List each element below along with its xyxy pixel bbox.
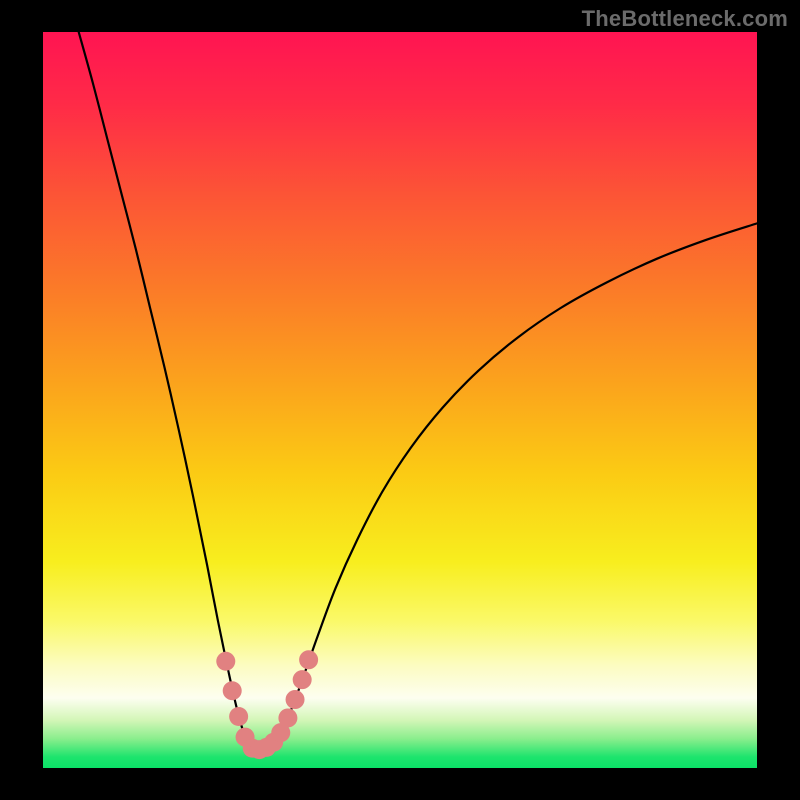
chart-stage: TheBottleneck.com — [0, 0, 800, 800]
optimal-zone-marker — [293, 670, 312, 689]
plot-background-gradient — [43, 32, 757, 768]
bottleneck-chart-svg — [0, 0, 800, 800]
optimal-zone-marker — [223, 681, 242, 700]
optimal-zone-marker — [216, 652, 235, 671]
optimal-zone-marker — [278, 708, 297, 727]
optimal-zone-marker — [286, 690, 305, 709]
optimal-zone-marker — [229, 707, 248, 726]
optimal-zone-marker — [299, 650, 318, 669]
